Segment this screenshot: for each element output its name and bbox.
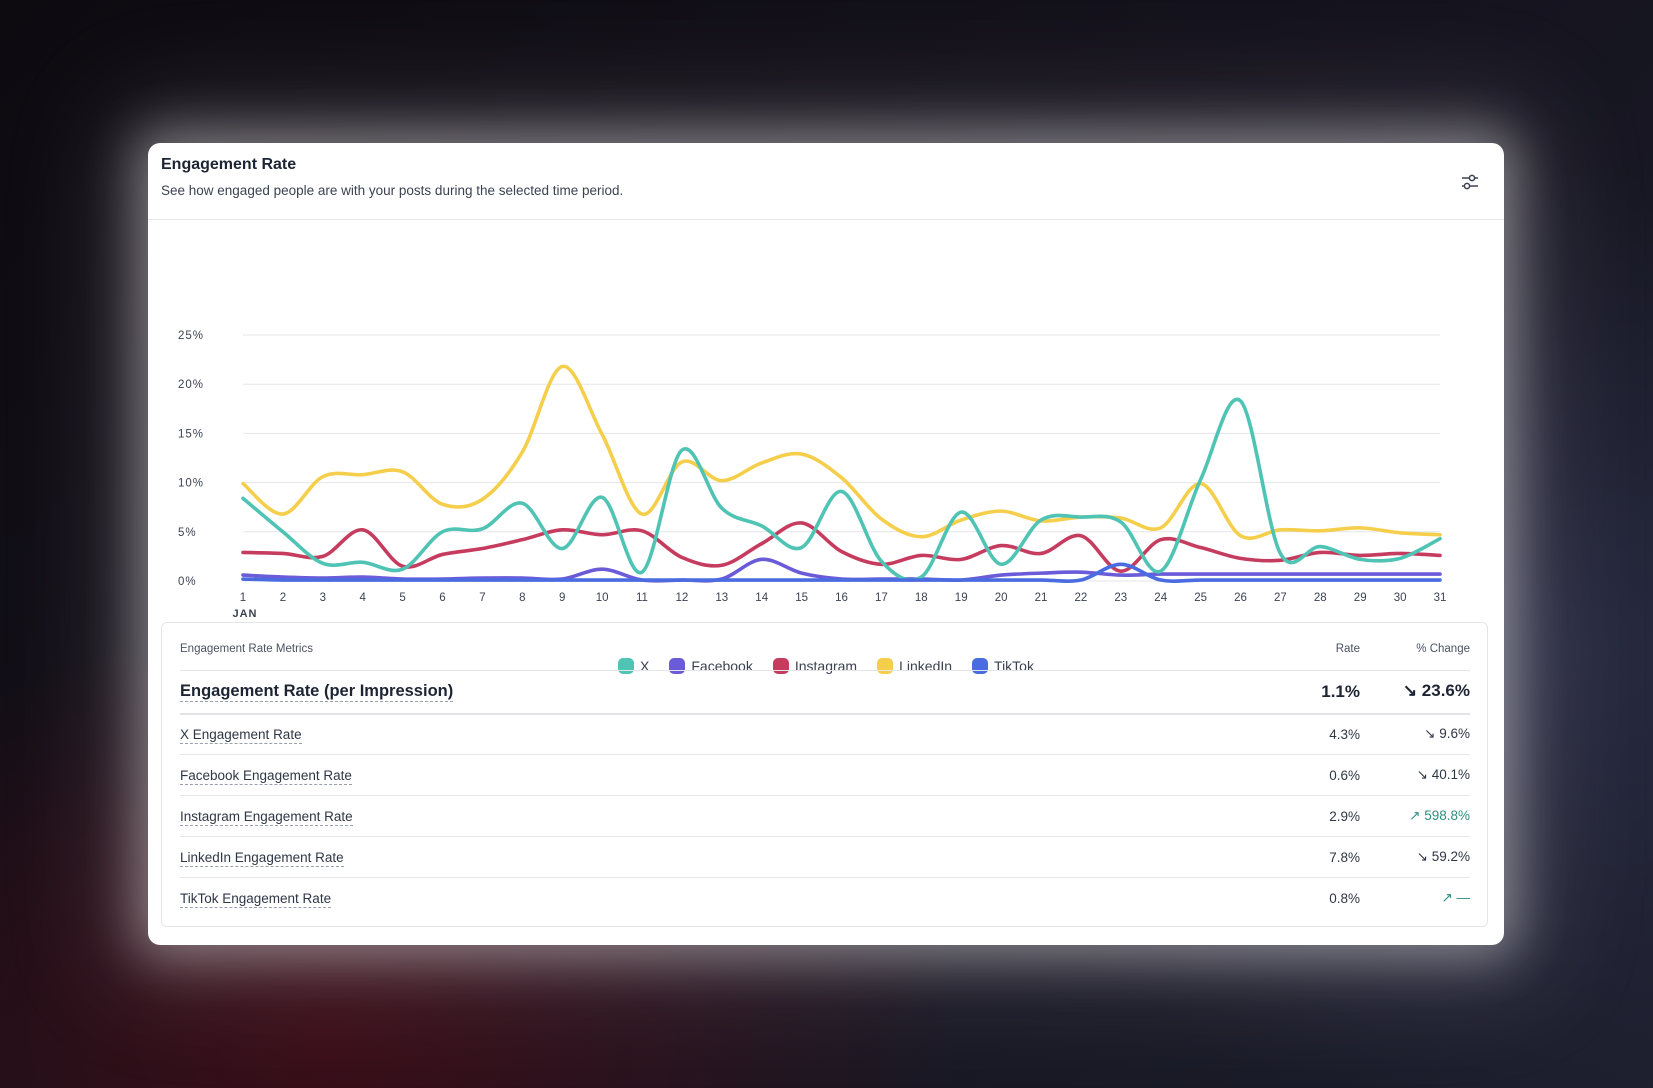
- x-tick-label: 26: [1234, 592, 1247, 604]
- x-engagement-rate: 4.3%: [1329, 727, 1360, 742]
- x-tick-label: 31: [1434, 592, 1447, 604]
- facebook-engagement-rate: 0.6%: [1329, 768, 1360, 783]
- y-tick-label: 20%: [178, 379, 204, 391]
- filter-button[interactable]: [1456, 168, 1484, 196]
- x-tick-label: 16: [835, 592, 848, 604]
- legend-label: X: [640, 658, 650, 674]
- x-tick-label: 2: [280, 592, 286, 604]
- x-tick-label: 12: [676, 592, 689, 604]
- metrics-table-header: Engagement Rate Metrics Rate % Change: [180, 623, 1470, 671]
- tiktok-engagement-label[interactable]: TikTok Engagement Rate: [180, 891, 332, 908]
- card-header: Engagement Rate See how engaged people a…: [148, 143, 1504, 220]
- rate-column-header: Rate: [1335, 643, 1360, 655]
- metric-column-header: Engagement Rate Metrics: [180, 643, 313, 655]
- x-tick-label: 4: [359, 592, 366, 604]
- x-engagement-label[interactable]: X Engagement Rate: [180, 727, 302, 744]
- x-tick-label: 18: [915, 592, 928, 604]
- x-tick-label: 11: [636, 592, 648, 604]
- instagram-engagement-rate: 2.9%: [1329, 809, 1360, 824]
- x-tick-label: 24: [1154, 592, 1167, 604]
- y-tick-label: 15%: [178, 428, 204, 440]
- x-tick-label: 30: [1394, 592, 1407, 604]
- series-line-tiktok[interactable]: [241, 562, 1442, 583]
- linkedin-engagement-label[interactable]: LinkedIn Engagement Rate: [180, 850, 344, 867]
- card-title: Engagement Rate: [161, 156, 297, 173]
- x-tick-label: 14: [755, 592, 768, 604]
- linkedin-engagement-change: ↘ 59.2%: [1416, 849, 1470, 864]
- x-tick-label: 21: [1035, 592, 1048, 604]
- x-tick-label: 27: [1274, 592, 1287, 604]
- table-row: Facebook Engagement Rate 0.6% ↘ 40.1%: [180, 755, 1470, 796]
- x-tick-label: 3: [320, 592, 326, 604]
- y-tick-label: 25%: [178, 330, 204, 342]
- x-tick-label: 8: [519, 592, 525, 604]
- table-row: Instagram Engagement Rate 2.9% ↗ 598.8%: [180, 796, 1470, 837]
- x-tick-label: 6: [439, 592, 445, 604]
- sliders-icon: [1462, 174, 1478, 190]
- x-axis-month-label: JAN: [232, 608, 257, 620]
- primary-metric-rate: 1.1%: [1321, 682, 1360, 701]
- x-tick-label: 22: [1075, 592, 1088, 604]
- series-line-instagram[interactable]: [241, 521, 1442, 573]
- x-tick-label: 15: [795, 592, 808, 604]
- y-tick-label: 10%: [178, 478, 204, 490]
- x-tick-label: 13: [715, 592, 728, 604]
- facebook-engagement-change: ↘ 40.1%: [1416, 767, 1470, 782]
- primary-metric-label[interactable]: Engagement Rate (per Impression): [180, 682, 454, 702]
- series-line-linkedin[interactable]: [241, 364, 1442, 540]
- x-tick-label: 17: [875, 592, 888, 604]
- x-tick-label: 28: [1314, 592, 1327, 604]
- engagement-line-chart[interactable]: 0%5%10%15%20%25%1 2 3 4 5 6 7 8 9 10 11 12 13 14 15 16 1…: [148, 220, 1504, 640]
- tiktok-engagement-change: ↗ —: [1441, 890, 1470, 905]
- facebook-engagement-label[interactable]: Facebook Engagement Rate: [180, 768, 352, 785]
- x-tick-label: 29: [1354, 592, 1367, 604]
- y-tick-label: 0%: [178, 576, 197, 588]
- metrics-table: Engagement Rate Metrics Rate % Change En…: [161, 622, 1488, 927]
- x-tick-label: 10: [596, 592, 609, 604]
- x-tick-label: 20: [995, 592, 1008, 604]
- linkedin-engagement-rate: 7.8%: [1329, 850, 1360, 865]
- x-tick-label: 1: [240, 592, 246, 604]
- series-line-x[interactable]: [241, 397, 1442, 582]
- instagram-engagement-change: ↗ 598.8%: [1409, 808, 1470, 823]
- x-engagement-change: ↘ 9.6%: [1424, 726, 1470, 741]
- table-row: TikTok Engagement Rate 0.8% ↗ —: [180, 878, 1470, 918]
- x-tick-label: 19: [955, 592, 968, 604]
- primary-metric-row: Engagement Rate (per Impression) 1.1% ↘ …: [180, 671, 1470, 715]
- x-tick-label: 23: [1114, 592, 1127, 604]
- instagram-engagement-label[interactable]: Instagram Engagement Rate: [180, 809, 353, 826]
- change-column-header: % Change: [1416, 643, 1470, 655]
- x-tick-label: 25: [1194, 592, 1207, 604]
- engagement-rate-card: Engagement Rate See how engaged people a…: [148, 143, 1504, 945]
- x-tick-label: 9: [559, 592, 565, 604]
- x-tick-label: 5: [399, 592, 405, 604]
- table-row: X Engagement Rate 4.3% ↘ 9.6%: [180, 715, 1470, 755]
- tiktok-engagement-rate: 0.8%: [1329, 891, 1360, 906]
- card-subtitle: See how engaged people are with your pos…: [161, 183, 624, 198]
- chart-area: 0% 5% 10% 15% 20% 25% 1 2 3 4 5 6 7 8 9 10 11 12 13 14 15 16 1…: [148, 220, 1504, 690]
- primary-metric-change: ↘ 23.6%: [1402, 681, 1470, 700]
- y-tick-label: 5%: [178, 527, 197, 539]
- x-tick-label: 7: [479, 592, 485, 604]
- table-row: LinkedIn Engagement Rate 7.8% ↘ 59.2%: [180, 837, 1470, 878]
